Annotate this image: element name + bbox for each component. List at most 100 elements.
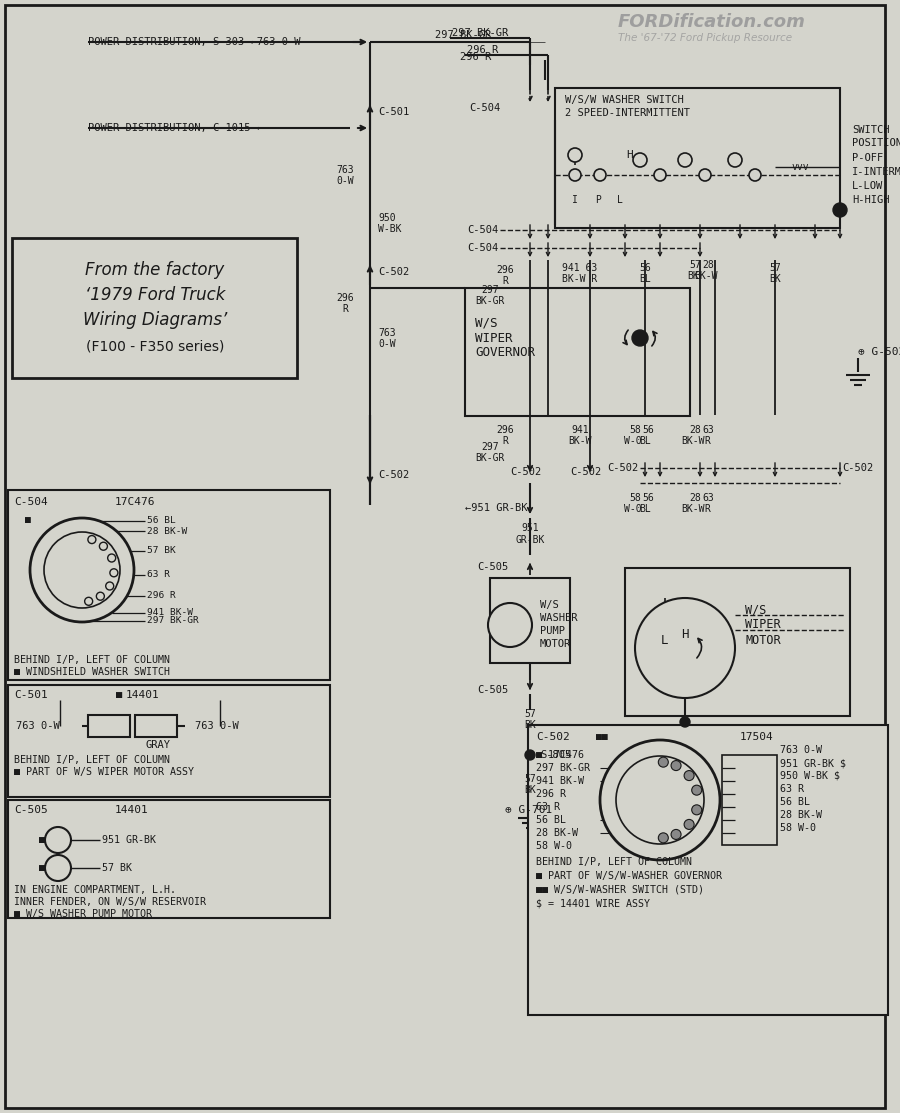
Text: 28: 28	[689, 493, 701, 503]
Text: 63 R: 63 R	[147, 570, 170, 579]
Text: 763 0-W: 763 0-W	[195, 721, 239, 731]
Text: R: R	[704, 504, 710, 514]
Text: BK-W: BK-W	[694, 270, 718, 280]
Bar	[8, 490, 330, 680]
Circle shape	[88, 535, 96, 543]
Text: ■■: ■■	[596, 732, 608, 742]
Circle shape	[45, 827, 71, 853]
Text: W/S: W/S	[540, 600, 559, 610]
Text: (F100 - F350 series): (F100 - F350 series)	[86, 339, 224, 354]
Text: 57: 57	[770, 263, 781, 273]
Circle shape	[30, 518, 134, 622]
Text: C-502: C-502	[536, 732, 570, 742]
Text: 63 R: 63 R	[536, 802, 560, 812]
Text: 763: 763	[337, 165, 354, 175]
Text: BL: BL	[639, 274, 651, 284]
Text: Wiring Diagrams’: Wiring Diagrams’	[83, 311, 227, 329]
Circle shape	[671, 760, 681, 770]
Text: 297 BK-GR: 297 BK-GR	[536, 764, 590, 774]
Text: W/S/W WASHER SWITCH: W/S/W WASHER SWITCH	[565, 95, 684, 105]
Text: BK: BK	[524, 720, 536, 730]
Bar	[12, 238, 297, 378]
Text: 0-W: 0-W	[378, 339, 396, 349]
Bar	[88, 715, 130, 737]
Text: ■ W/S WASHER PUMP MOTOR: ■ W/S WASHER PUMP MOTOR	[14, 909, 152, 919]
Text: 17504: 17504	[740, 732, 774, 742]
Text: 57: 57	[524, 709, 536, 719]
Circle shape	[654, 169, 666, 181]
Text: 941 BK-W: 941 BK-W	[536, 776, 584, 786]
Circle shape	[85, 598, 93, 605]
Text: GR-BK: GR-BK	[516, 535, 544, 545]
Text: 56 BL: 56 BL	[147, 516, 176, 525]
Circle shape	[692, 785, 702, 795]
Text: 14401: 14401	[115, 805, 148, 815]
Text: vvv: vvv	[791, 162, 809, 173]
Text: R: R	[704, 436, 710, 446]
Text: 951 GR-BK $: 951 GR-BK $	[780, 758, 846, 768]
Circle shape	[680, 717, 690, 727]
Text: 17C476: 17C476	[115, 498, 156, 508]
Text: BK-GR: BK-GR	[475, 296, 505, 306]
Text: BK: BK	[524, 785, 536, 795]
Text: BEHIND I/P, LEFT OF COLUMN: BEHIND I/P, LEFT OF COLUMN	[14, 755, 170, 765]
Text: S-805: S-805	[540, 750, 572, 760]
Text: 58: 58	[629, 425, 641, 435]
Text: 297: 297	[482, 442, 499, 452]
Circle shape	[671, 829, 681, 839]
Text: ‘1979 Ford Truck: ‘1979 Ford Truck	[85, 286, 225, 304]
Circle shape	[616, 756, 704, 844]
Text: 297 BK-GR: 297 BK-GR	[435, 30, 491, 40]
Text: WASHER: WASHER	[540, 613, 578, 623]
Text: 56: 56	[639, 263, 651, 273]
Text: GRAY: GRAY	[146, 740, 170, 750]
Text: WIPER: WIPER	[475, 332, 512, 345]
Text: ■■ W/S/W-WASHER SWITCH (STD): ■■ W/S/W-WASHER SWITCH (STD)	[536, 885, 704, 895]
Text: 951 GR-BK: 951 GR-BK	[102, 835, 156, 845]
Text: ⊕ G-502: ⊕ G-502	[858, 347, 900, 357]
Text: WIPER: WIPER	[745, 619, 780, 631]
Text: C-501: C-501	[14, 690, 48, 700]
Text: 14401: 14401	[126, 690, 160, 700]
Circle shape	[96, 592, 104, 600]
Text: R: R	[502, 436, 508, 446]
Text: GOVERNOR: GOVERNOR	[475, 346, 535, 359]
Text: MOTOR: MOTOR	[745, 633, 780, 647]
Text: C-501: C-501	[378, 107, 410, 117]
Text: C-502: C-502	[570, 467, 601, 477]
Text: POSITIONS: POSITIONS	[852, 138, 900, 148]
Text: BL: BL	[639, 504, 651, 514]
Bar	[625, 568, 850, 716]
Text: H-HIGH: H-HIGH	[852, 195, 889, 205]
Text: 58 W-0: 58 W-0	[780, 823, 816, 833]
Circle shape	[632, 329, 648, 346]
Text: BK-GR: BK-GR	[475, 453, 505, 463]
Text: 63: 63	[702, 493, 714, 503]
Circle shape	[692, 805, 702, 815]
Text: FORDification.com: FORDification.com	[618, 13, 806, 31]
Text: ■ PART OF W/S WIPER MOTOR ASSY: ■ PART OF W/S WIPER MOTOR ASSY	[14, 767, 194, 777]
Text: BK-W R: BK-W R	[562, 274, 598, 284]
Circle shape	[684, 819, 694, 829]
Text: 296 R: 296 R	[460, 52, 491, 62]
Text: POWER DISTRIBUTION, C-1015 ←: POWER DISTRIBUTION, C-1015 ←	[88, 124, 263, 132]
Text: BL: BL	[639, 436, 651, 446]
Text: The '67-'72 Ford Pickup Resource: The '67-'72 Ford Pickup Resource	[618, 33, 792, 43]
Text: 950 W-BK $: 950 W-BK $	[780, 771, 840, 781]
Circle shape	[749, 169, 761, 181]
Text: P: P	[595, 195, 601, 205]
Circle shape	[105, 582, 113, 590]
Text: L: L	[617, 195, 623, 205]
Bar	[722, 755, 777, 845]
Text: C-502: C-502	[378, 470, 410, 480]
Text: 297: 297	[482, 285, 499, 295]
Text: C-502: C-502	[607, 463, 638, 473]
Text: L: L	[662, 633, 669, 647]
Circle shape	[633, 152, 647, 167]
Text: C-505: C-505	[477, 684, 508, 695]
Text: 28: 28	[689, 425, 701, 435]
Circle shape	[728, 152, 742, 167]
Text: 28 BK-W: 28 BK-W	[780, 810, 822, 820]
Text: BEHIND I/P, LEFT OF COLUMN: BEHIND I/P, LEFT OF COLUMN	[536, 857, 692, 867]
Text: 57: 57	[524, 774, 536, 784]
